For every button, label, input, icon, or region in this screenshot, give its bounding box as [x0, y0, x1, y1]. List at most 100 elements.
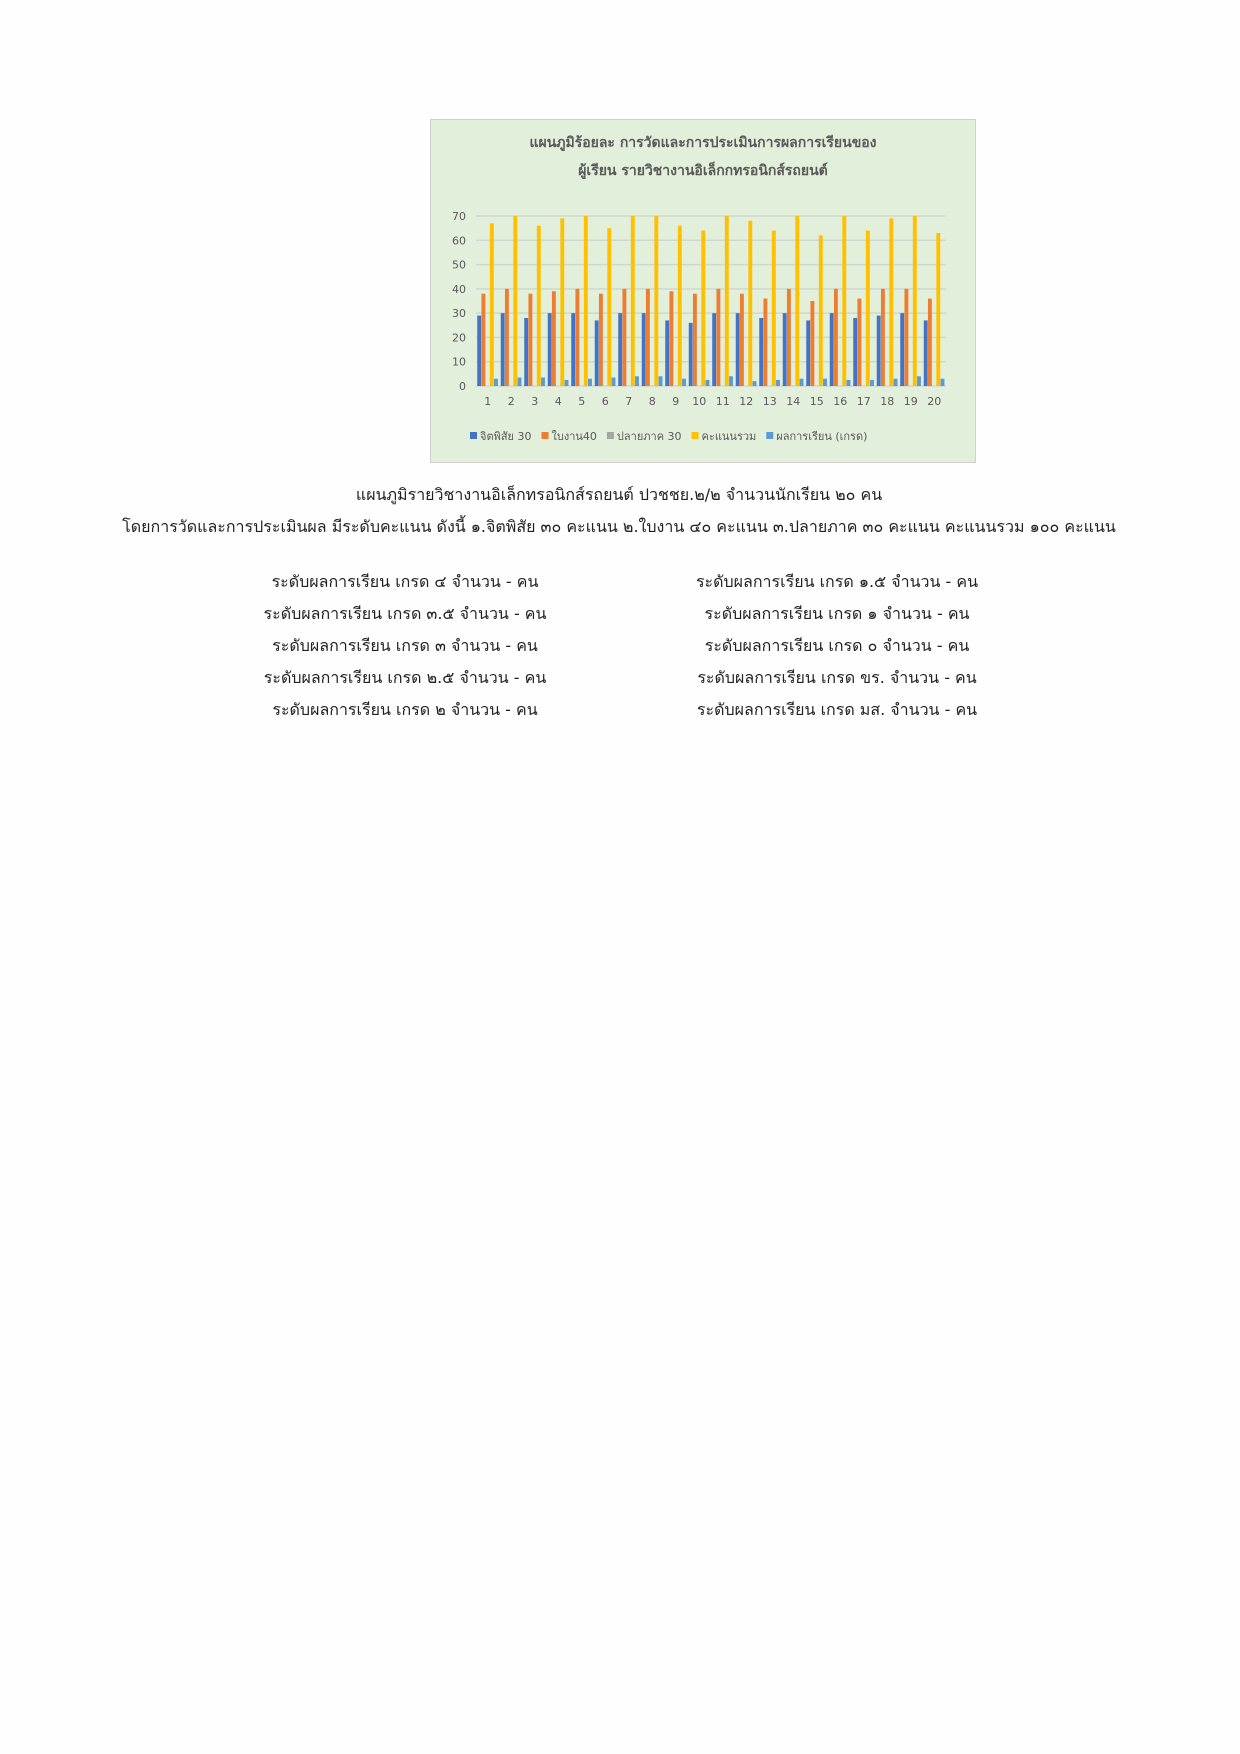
grade-2: ระดับผลการเรียน เกรด ๒ จำนวน - คน [272, 700, 538, 719]
x-tick-label: 10 [692, 395, 706, 408]
legend-label: จิตพิสัย 30 [479, 430, 531, 443]
legend-label: ใบงาน40 [552, 430, 597, 443]
bar-4 [607, 228, 612, 386]
bar-5 [846, 379, 851, 386]
bar-5 [940, 378, 945, 386]
bar-4 [865, 230, 870, 386]
grade-0: ระดับผลการเรียน เกรด ๐ จำนวน - คน [704, 636, 970, 655]
bar-5 [611, 377, 616, 386]
bar-5 [917, 376, 921, 386]
bar-1 [829, 313, 834, 386]
bar-4 [724, 216, 729, 386]
grade-1: ระดับผลการเรียน เกรด ๑ จำนวน - คน [704, 604, 970, 623]
y-tick-label: 30 [452, 307, 466, 320]
bar-2 [857, 298, 862, 386]
bar-1 [853, 318, 858, 386]
x-tick-label: 13 [763, 395, 777, 408]
y-tick-label: 40 [452, 283, 466, 296]
x-tick-label: 7 [625, 395, 632, 408]
legend-swatch [541, 432, 549, 439]
x-tick-label: 9 [672, 395, 679, 408]
bar-5 [752, 381, 757, 386]
bar-1 [665, 320, 670, 386]
bar-4 [630, 216, 635, 386]
bar-5 [494, 378, 498, 386]
caption-line-2: โดยการวัดและการประเมินผล มีระดับคะแนน ดั… [122, 517, 1116, 536]
legend-swatch [470, 432, 477, 439]
grade-incomplete: ระดับผลการเรียน เกรด ขร. จำนวน - คน [697, 668, 977, 687]
bar-4 [936, 233, 941, 386]
bar-5 [893, 378, 898, 386]
bar-2 [504, 288, 509, 386]
bar-2 [833, 288, 838, 386]
legend-swatch [766, 432, 774, 439]
bar-1 [923, 320, 928, 386]
bar-2 [645, 288, 650, 386]
bar-4 [818, 235, 823, 386]
x-tick-label: 17 [857, 395, 871, 408]
bar-2 [927, 298, 932, 386]
bar-4 [536, 225, 541, 386]
bar-5 [564, 379, 569, 386]
x-tick-label: 12 [739, 395, 753, 408]
bar-1 [712, 313, 717, 386]
bar-4 [677, 225, 682, 386]
chart-title-line: ผู้เรียน รายวิชางานอิเล็กกทรอนิกส์รถยนต์ [578, 161, 828, 179]
grade-3-5: ระดับผลการเรียน เกรด ๓.๕ จำนวน - คน [263, 604, 547, 623]
x-tick-label: 15 [810, 395, 824, 408]
bar-2 [528, 293, 533, 386]
bar-1 [594, 320, 599, 386]
x-tick-label: 8 [649, 395, 656, 408]
bar-2 [716, 288, 721, 386]
bar-4 [513, 216, 518, 386]
grade-1-5: ระดับผลการเรียน เกรด ๑.๕ จำนวน - คน [695, 572, 979, 591]
bar-5 [588, 378, 592, 386]
grade-2-5: ระดับผลการเรียน เกรด ๒.๕ จำนวน - คน [263, 668, 547, 687]
bar-5 [823, 378, 827, 386]
bar-1 [876, 315, 881, 386]
bar-chart: แผนภูมิร้อยละ การวัดและการประเมินการผลกา… [430, 119, 976, 463]
legend-label: ปลายภาค 30 [617, 430, 682, 443]
bar-2 [692, 293, 697, 386]
bar-5 [705, 379, 710, 386]
x-tick-label: 6 [602, 395, 609, 408]
y-tick-label: 20 [452, 331, 466, 344]
bar-1 [782, 313, 787, 386]
x-tick-label: 5 [578, 395, 585, 408]
bar-4 [748, 220, 753, 386]
bar-1 [618, 313, 623, 386]
bar-4 [912, 216, 917, 386]
grade-no-right: ระดับผลการเรียน เกรด มส. จำนวน - คน [696, 700, 978, 719]
legend-swatch [606, 432, 614, 439]
y-tick-label: 60 [452, 234, 466, 247]
legend-label: ผลการเรียน (เกรด) [776, 430, 867, 443]
caption-line-1: แผนภูมิรายวิชางานอิเล็กทรอนิกส์รถยนต์ ปว… [355, 485, 883, 504]
chart-title-line: แผนภูมิร้อยละ การวัดและการประเมินการผลกา… [529, 135, 876, 151]
x-tick-label: 18 [880, 395, 894, 408]
bar-2 [763, 298, 768, 386]
x-tick-label: 2 [508, 395, 515, 408]
bar-5 [870, 379, 874, 386]
bar-4 [795, 216, 800, 386]
bar-4 [560, 218, 565, 386]
x-tick-label: 19 [904, 395, 918, 408]
bar-2 [575, 288, 580, 386]
bar-2 [739, 293, 744, 386]
legend-label: คะแนนรวม [702, 430, 757, 443]
bar-2 [622, 288, 627, 386]
bar-1 [806, 320, 811, 386]
bar-1 [547, 313, 552, 386]
bar-5 [729, 376, 733, 386]
bar-1 [735, 313, 740, 386]
bar-1 [759, 318, 764, 386]
bar-5 [658, 376, 663, 386]
bar-2 [904, 288, 909, 386]
x-tick-label: 20 [927, 395, 941, 408]
bar-1 [900, 313, 905, 386]
bar-1 [500, 313, 505, 386]
bar-1 [477, 315, 482, 386]
bar-2 [786, 288, 791, 386]
y-tick-label: 50 [452, 259, 466, 272]
bar-1 [571, 313, 576, 386]
bar-4 [701, 230, 706, 386]
